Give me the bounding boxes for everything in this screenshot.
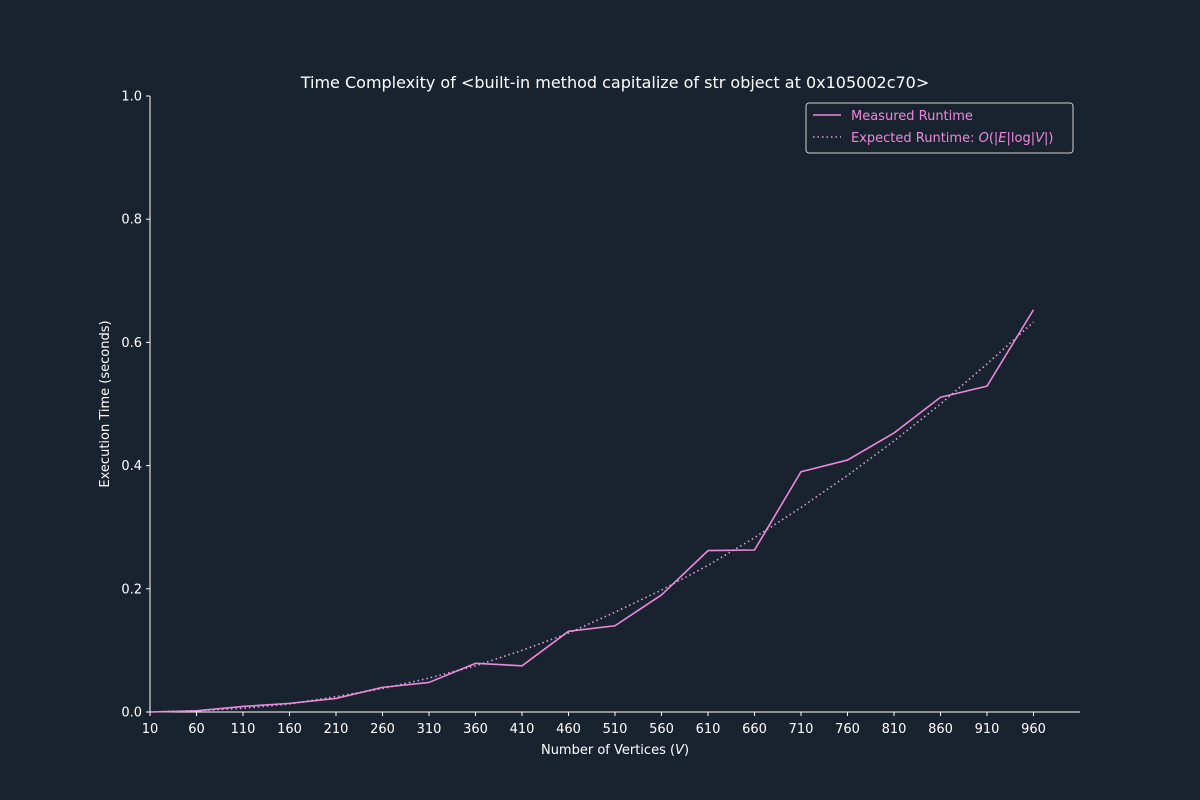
x-axis-label: Number of Vertices (V) bbox=[541, 743, 689, 758]
series-group bbox=[149, 309, 1035, 713]
x-tick-label: 910 bbox=[975, 722, 1000, 737]
x-tick-label: 960 bbox=[1021, 722, 1046, 737]
x-tick-label: 710 bbox=[789, 722, 814, 737]
measured-runtime-line bbox=[149, 309, 1035, 713]
y-tick-label: 0.4 bbox=[121, 459, 142, 474]
x-tick-label: 360 bbox=[463, 722, 488, 737]
x-tick-label: 10 bbox=[142, 722, 159, 737]
x-tick-label: 310 bbox=[417, 722, 442, 737]
expected-runtime-line bbox=[149, 321, 1035, 713]
x-tick-label: 660 bbox=[742, 722, 767, 737]
x-tick-label: 760 bbox=[835, 722, 860, 737]
y-tick-label: 0.6 bbox=[121, 336, 142, 351]
legend-label-expected: Expected Runtime: O(|E|log|V|) bbox=[851, 131, 1053, 146]
x-tick-label: 560 bbox=[649, 722, 674, 737]
x-tick-label: 460 bbox=[556, 722, 581, 737]
y-axis-label: Execution Time (seconds) bbox=[98, 320, 113, 487]
y-tick-label: 0.2 bbox=[121, 582, 142, 597]
y-axis-ticks: 0.0 0.2 0.4 0.6 0.8 1.0 bbox=[121, 90, 150, 721]
y-tick-label: 0.0 bbox=[121, 706, 142, 721]
x-tick-label: 610 bbox=[696, 722, 721, 737]
x-tick-label: 510 bbox=[603, 722, 628, 737]
x-tick-label: 260 bbox=[370, 722, 395, 737]
y-tick-label: 1.0 bbox=[121, 90, 142, 105]
x-tick-label: 110 bbox=[231, 722, 256, 737]
x-tick-label: 160 bbox=[277, 722, 302, 737]
x-tick-label: 210 bbox=[324, 722, 349, 737]
x-tick-label: 410 bbox=[510, 722, 535, 737]
chart-title: Time Complexity of <built-in method capi… bbox=[300, 73, 930, 92]
legend-label-measured: Measured Runtime bbox=[851, 109, 973, 124]
x-tick-label: 860 bbox=[928, 722, 953, 737]
x-tick-label: 810 bbox=[882, 722, 907, 737]
x-axis-ticks: 10 60 110 160 210 260 310 360 410 460 510 560 610 660… bbox=[142, 712, 1046, 737]
x-tick-label: 60 bbox=[188, 722, 205, 737]
y-tick-label: 0.8 bbox=[121, 213, 142, 228]
legend-box bbox=[805, 102, 1074, 154]
legend: Measured Runtime Expected Runtime: O(|E|… bbox=[805, 102, 1074, 154]
